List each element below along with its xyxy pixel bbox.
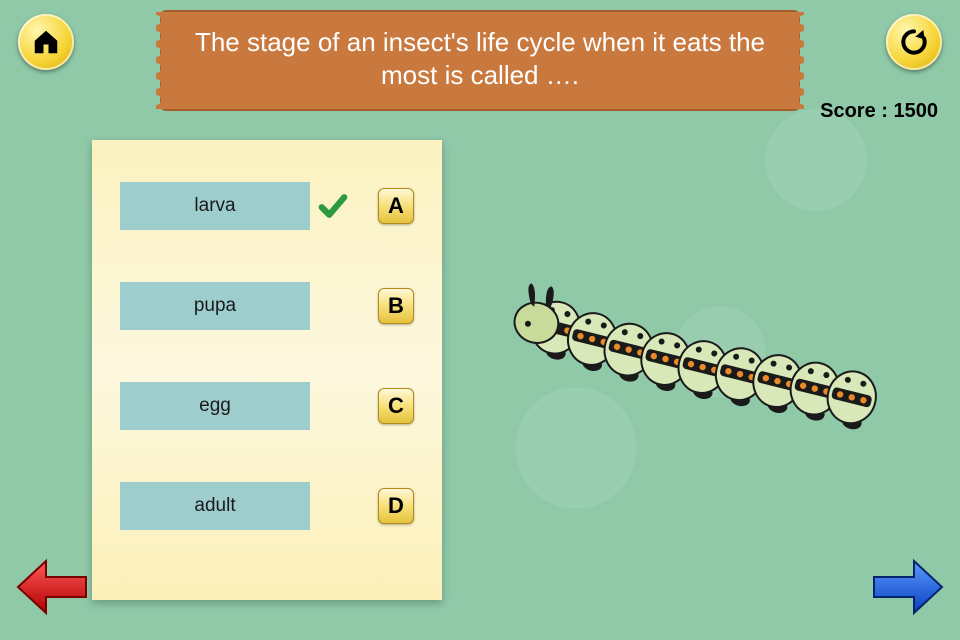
answer-option-d[interactable]: adult — [120, 482, 310, 530]
answer-option-a[interactable]: larva — [120, 182, 310, 230]
answer-label: pupa — [194, 295, 236, 317]
correct-check — [316, 191, 350, 221]
previous-button[interactable] — [14, 557, 92, 622]
score-value: 1500 — [894, 100, 939, 122]
letter-badge-a[interactable]: A — [378, 188, 414, 224]
answers-panel: larva A pupa B egg C adult — [92, 140, 442, 600]
letter-label: C — [388, 393, 404, 419]
next-arrow-icon — [868, 557, 946, 617]
reload-icon — [898, 26, 930, 58]
letter-badge-c[interactable]: C — [378, 388, 414, 424]
answer-row-d: adult D — [120, 482, 414, 530]
home-button[interactable] — [18, 14, 74, 70]
letter-badge-b[interactable]: B — [378, 288, 414, 324]
score-label: Score : — [820, 100, 888, 122]
checkmark-icon — [318, 191, 348, 221]
question-text: The stage of an insect's life cycle when… — [195, 27, 765, 90]
answer-row-c: egg C — [120, 382, 414, 430]
letter-badge-d[interactable]: D — [378, 488, 414, 524]
next-button[interactable] — [868, 557, 946, 622]
letter-label: B — [388, 293, 404, 319]
answer-label: egg — [199, 395, 231, 417]
answer-option-c[interactable]: egg — [120, 382, 310, 430]
reload-button[interactable] — [886, 14, 942, 70]
answer-label: adult — [194, 495, 235, 517]
answer-row-a: larva A — [120, 182, 414, 230]
home-icon — [31, 27, 61, 57]
answer-row-b: pupa B — [120, 282, 414, 330]
previous-arrow-icon — [14, 557, 92, 617]
question-banner: The stage of an insect's life cycle when… — [160, 10, 800, 111]
answer-label: larva — [194, 195, 235, 217]
letter-label: A — [388, 193, 404, 219]
score-display: Score : 1500 — [820, 100, 938, 123]
answer-option-b[interactable]: pupa — [120, 282, 310, 330]
letter-label: D — [388, 493, 404, 519]
caterpillar-illustration — [490, 270, 920, 470]
